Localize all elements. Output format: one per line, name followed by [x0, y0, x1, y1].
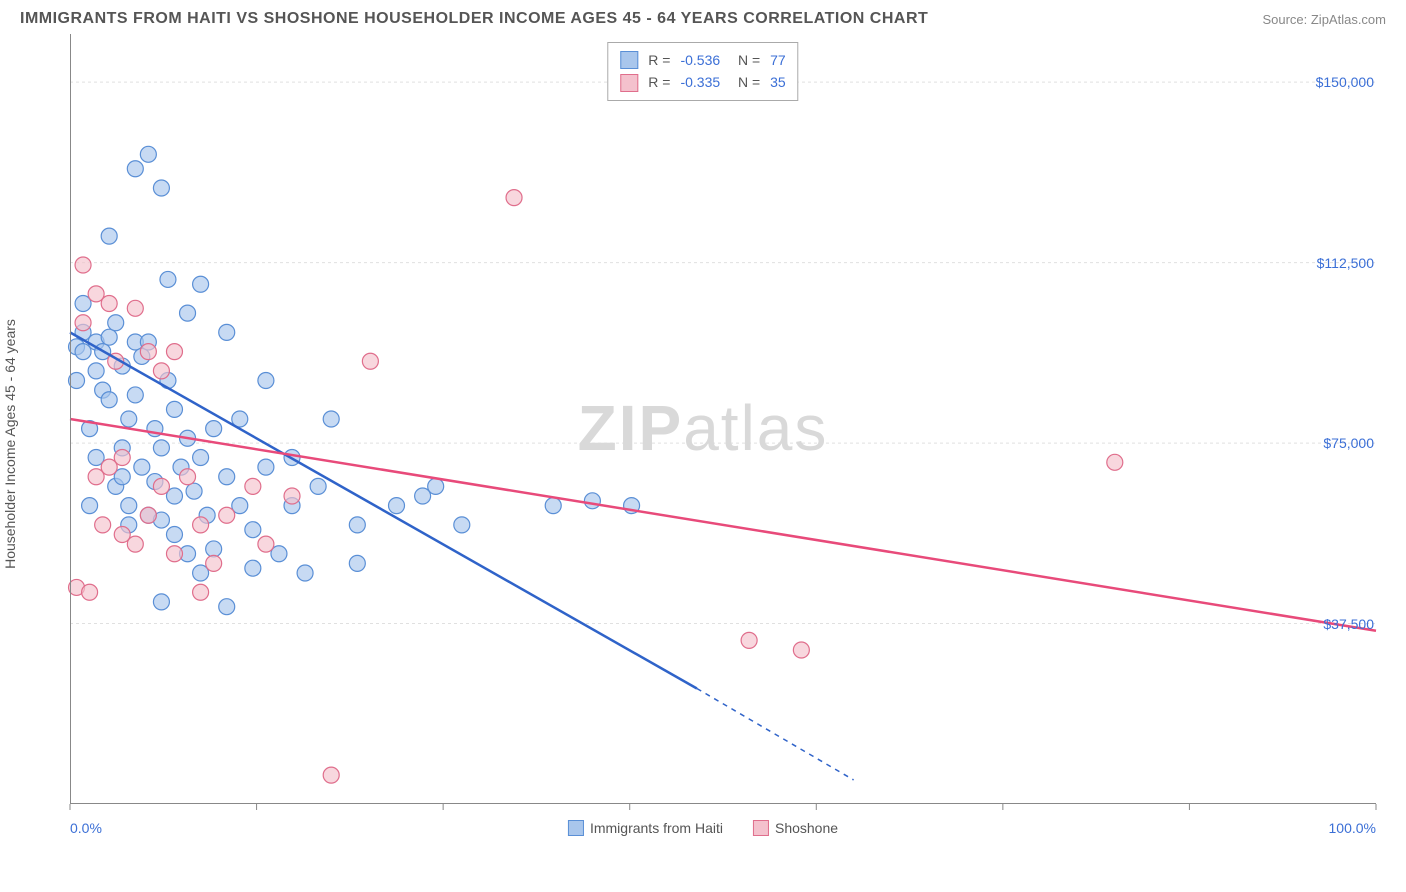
y-tick-label: $150,000 [1316, 74, 1374, 90]
chart-container: Householder Income Ages 45 - 64 years ZI… [20, 34, 1386, 854]
legend-label: Immigrants from Haiti [590, 820, 723, 836]
stat-r-value: -0.536 [680, 49, 720, 71]
series-swatch [620, 74, 638, 92]
x-tick-min: 0.0% [70, 820, 102, 836]
stat-n-value: 77 [770, 49, 786, 71]
stat-row: R = -0.536 N = 77 [620, 49, 785, 71]
legend-item: Immigrants from Haiti [568, 820, 723, 836]
source-attribution: Source: ZipAtlas.com [1262, 12, 1386, 27]
source-name: ZipAtlas.com [1311, 12, 1386, 27]
plot-border [70, 34, 1376, 804]
legend-bottom: Immigrants from Haiti Shoshone [568, 820, 838, 836]
y-tick-label: $37,500 [1323, 616, 1374, 632]
y-tick-label: $112,500 [1317, 255, 1374, 271]
stat-r-label: R = [648, 71, 670, 93]
series-swatch [620, 51, 638, 69]
x-tick-max: 100.0% [1329, 820, 1376, 836]
stat-n-label: N = [730, 71, 760, 93]
legend-label: Shoshone [775, 820, 838, 836]
stat-r-value: -0.335 [680, 71, 720, 93]
stat-r-label: R = [648, 49, 670, 71]
stat-n-value: 35 [770, 71, 786, 93]
chart-title: IMMIGRANTS FROM HAITI VS SHOSHONE HOUSEH… [20, 10, 928, 28]
stat-n-label: N = [730, 49, 760, 71]
legend-item: Shoshone [753, 820, 838, 836]
legend-swatch [753, 820, 769, 836]
stat-row: R = -0.335 N = 35 [620, 71, 785, 93]
legend-swatch [568, 820, 584, 836]
correlation-legend-box: R = -0.536 N = 77R = -0.335 N = 35 [607, 42, 798, 101]
header: IMMIGRANTS FROM HAITI VS SHOSHONE HOUSEH… [0, 0, 1406, 34]
y-tick-label: $75,000 [1323, 435, 1374, 451]
y-axis-label: Householder Income Ages 45 - 64 years [2, 319, 18, 569]
source-prefix: Source: [1262, 12, 1310, 27]
